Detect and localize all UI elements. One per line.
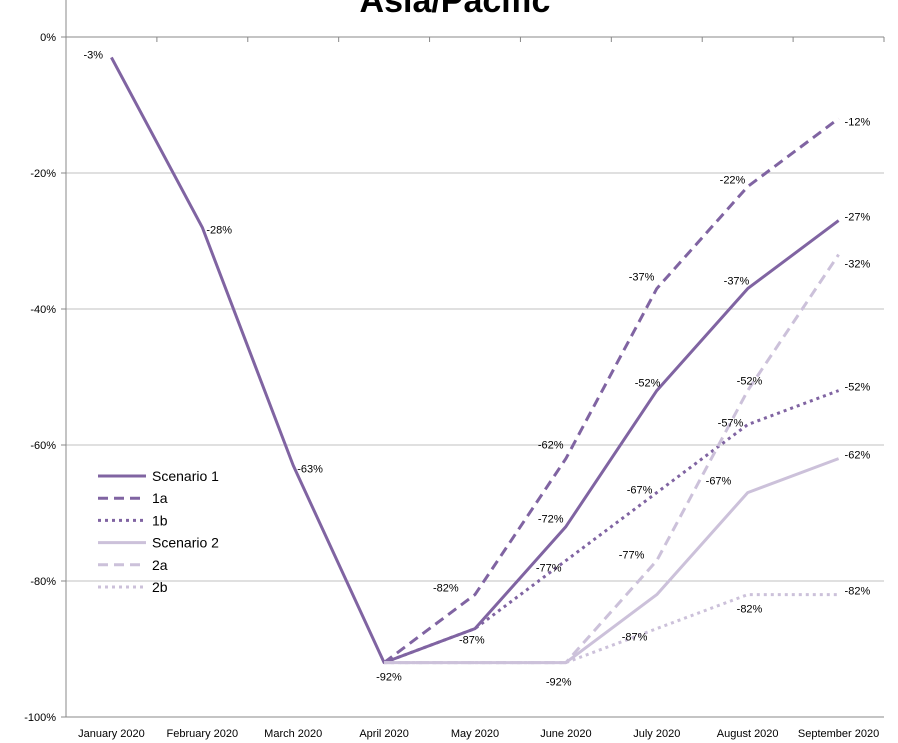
- data-label: -82%: [433, 583, 459, 595]
- x-tick-label: May 2020: [451, 728, 499, 740]
- legend-label: 2a: [152, 557, 168, 573]
- data-label: -37%: [629, 272, 655, 284]
- data-label: -62%: [845, 450, 871, 462]
- data-label: -32%: [845, 259, 871, 271]
- x-axis-ticks: January 2020 February 2020 March 2020 April…: [78, 728, 879, 740]
- series-line-1b: [383, 389, 840, 665]
- data-label: -82%: [845, 586, 871, 598]
- data-label: -67%: [706, 476, 732, 488]
- data-label: -72%: [538, 514, 564, 526]
- data-label: -12%: [845, 117, 871, 129]
- series-line-1a: [383, 117, 840, 664]
- data-label: -52%: [635, 378, 661, 390]
- legend-label: Scenario 2: [152, 535, 219, 551]
- x-tick-label: April 2020: [359, 728, 409, 740]
- data-label: -77%: [619, 550, 645, 562]
- legend-label: 1a: [152, 490, 168, 506]
- x-tick-label: September 2020: [798, 728, 879, 740]
- data-label: -82%: [737, 604, 763, 616]
- y-tick-label: 0%: [40, 32, 56, 44]
- legend-label: 2b: [152, 579, 168, 595]
- data-label: -87%: [459, 635, 485, 647]
- data-label: -92%: [546, 677, 572, 689]
- data-labels: -3% -28% -63% -92% -87% -72% -52% -37% -27% -82% -…: [83, 49, 870, 688]
- data-label: -27%: [845, 212, 871, 224]
- x-tick-label: January 2020: [78, 728, 145, 740]
- x-tick-label: June 2020: [540, 728, 591, 740]
- data-label: -62%: [538, 440, 564, 452]
- data-label: -28%: [206, 224, 232, 236]
- x-tick-label: February 2020: [167, 728, 239, 740]
- y-axis-ticks: 0% -20% -40% -60% -80% -100%: [24, 32, 56, 724]
- series-line-scenario-1: [110, 56, 840, 665]
- data-label: -77%: [536, 563, 562, 575]
- y-tick-label: -80%: [30, 576, 56, 588]
- series-lines: [110, 56, 840, 665]
- y-tick-label: -100%: [24, 712, 56, 724]
- axes: [61, 0, 885, 718]
- legend-label: 1b: [152, 512, 168, 528]
- y-tick-label: -20%: [30, 168, 56, 180]
- data-label: -67%: [627, 485, 653, 497]
- data-label: -57%: [718, 418, 744, 430]
- data-label: -37%: [724, 276, 750, 288]
- series-line-scenario-2: [384, 457, 840, 665]
- data-label: -52%: [845, 382, 871, 394]
- y-tick-label: -40%: [30, 304, 56, 316]
- x-tick-label: July 2020: [633, 728, 680, 740]
- chart-title: Asia/Pacific: [360, 0, 551, 20]
- data-label: -52%: [737, 376, 763, 388]
- data-label: -22%: [720, 175, 746, 187]
- data-label: -3%: [83, 49, 103, 61]
- x-tick-label: March 2020: [264, 728, 322, 740]
- legend: Scenario 1 1a 1b Scenario 2 2a 2b: [98, 468, 219, 595]
- data-label: -92%: [376, 672, 402, 684]
- gridlines: [66, 172, 884, 582]
- data-label: -63%: [297, 463, 323, 475]
- y-tick-label: -60%: [30, 440, 56, 452]
- legend-label: Scenario 1: [152, 468, 219, 484]
- data-label: -87%: [622, 632, 648, 644]
- x-tick-label: August 2020: [717, 728, 779, 740]
